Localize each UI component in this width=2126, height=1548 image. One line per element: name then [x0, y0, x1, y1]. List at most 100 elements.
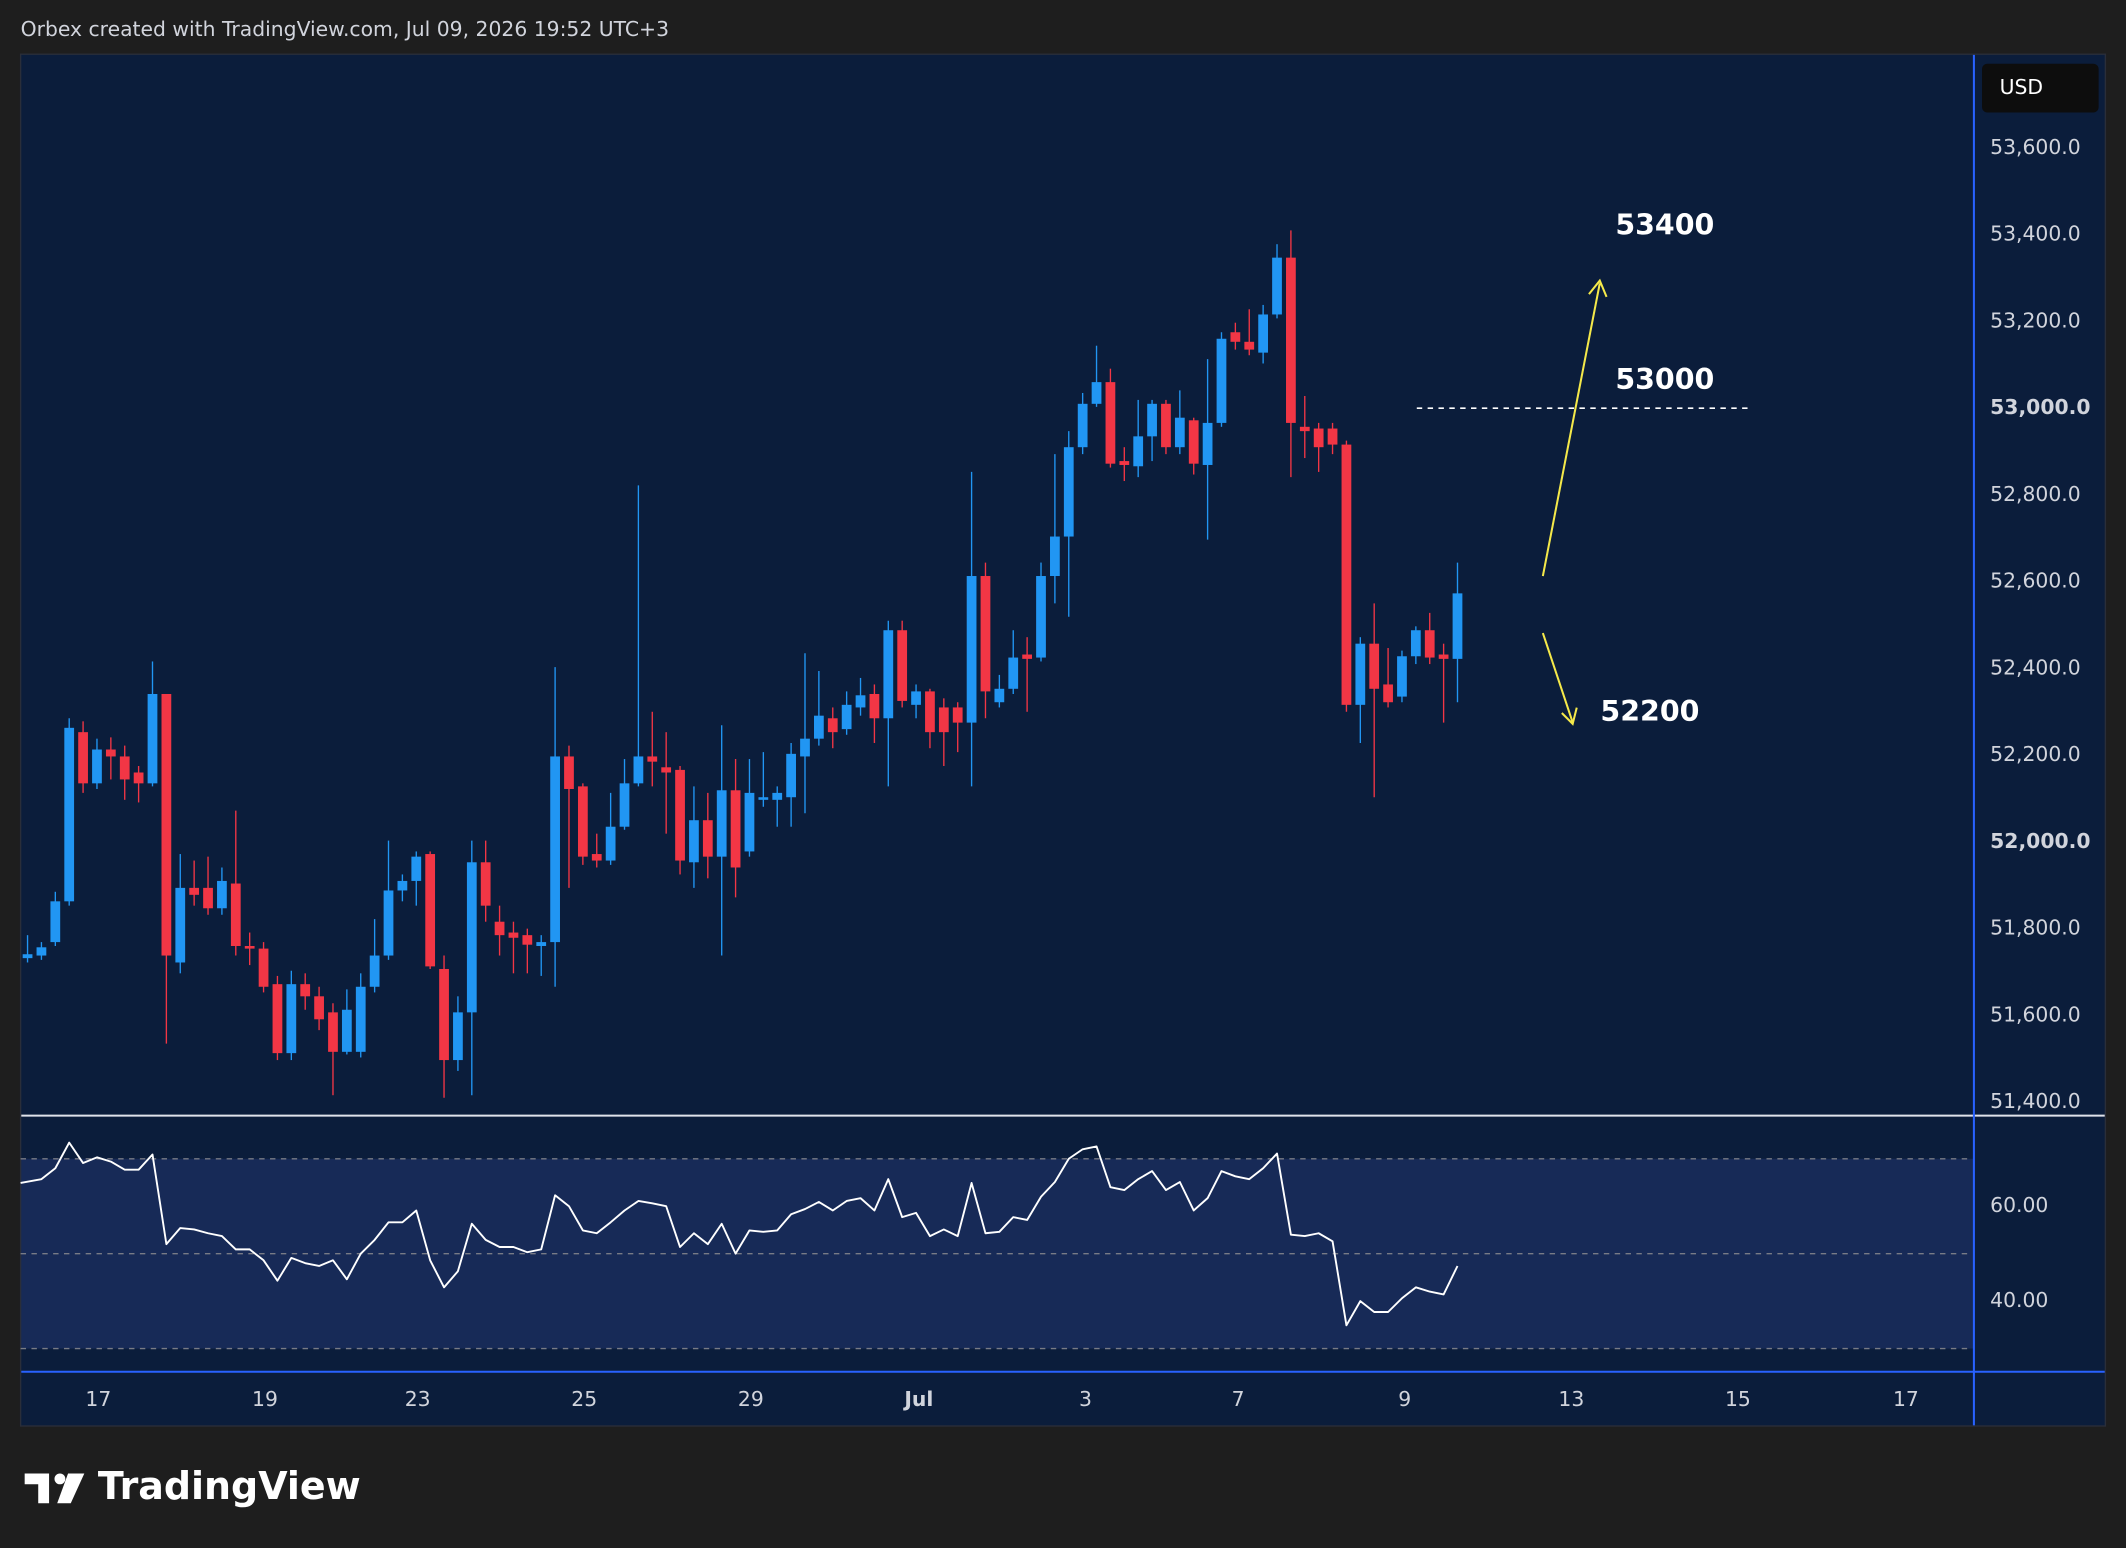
y-tick-label: 52,600.0: [1990, 569, 2081, 593]
candle-body: [22, 954, 33, 959]
candle-body: [1397, 656, 1407, 697]
x-tick-label: 17: [85, 1387, 111, 1411]
arrow: [1541, 632, 1574, 723]
candle-body: [938, 707, 949, 733]
candle-body: [78, 732, 88, 784]
candle-body: [64, 727, 75, 902]
candle-body: [175, 887, 186, 963]
x-tick-label: 17: [1893, 1387, 1919, 1411]
candle-body: [550, 756, 560, 943]
candle-body: [1230, 332, 1241, 342]
candle-body: [744, 792, 755, 852]
currency: USD: [2000, 75, 2043, 99]
arrow: [1541, 283, 1601, 577]
candle-body: [1438, 654, 1449, 659]
candle-body: [133, 772, 144, 784]
candle-body: [1008, 657, 1019, 689]
y-tick-label: 52,200.0: [1990, 742, 2081, 766]
candle-body: [980, 576, 991, 692]
y-tick-label: 51,600.0: [1990, 1002, 2081, 1026]
candle-body: [341, 1009, 352, 1052]
x-tick-label: 15: [1725, 1387, 1751, 1411]
y-tick-label: 51,400.0: [1990, 1089, 2081, 1113]
candle-body: [536, 942, 547, 946]
candle-body: [119, 756, 130, 780]
candle-body: [855, 695, 866, 708]
candle-body: [161, 693, 172, 956]
arrow-head: [1588, 278, 1608, 298]
candle-body: [675, 769, 685, 861]
candle-body: [272, 984, 283, 1054]
candle-body: [869, 693, 880, 719]
annotation: 53400: [1615, 208, 1714, 241]
candle-body: [230, 883, 241, 946]
candle-body: [730, 790, 741, 868]
candle-body: [50, 901, 61, 943]
candle-body: [1410, 630, 1421, 657]
logo-shape: [54, 1473, 66, 1485]
x-tick-label: 29: [738, 1387, 764, 1411]
candle-body: [189, 887, 200, 895]
candle-body: [1188, 420, 1199, 464]
candle-body: [897, 630, 908, 701]
y-tick-label: 52,800.0: [1990, 482, 2081, 506]
candle-body: [466, 862, 477, 1013]
candle-body: [1202, 422, 1213, 465]
arrow-head: [1561, 707, 1578, 726]
y-tick-label: 40.00: [1990, 1288, 2048, 1312]
price-pane: [20, 54, 1974, 1116]
x-tick-label: 13: [1558, 1387, 1584, 1411]
candle-body: [1147, 403, 1157, 437]
candle-body: [1216, 338, 1227, 423]
candle-body: [1133, 436, 1144, 467]
candle-body: [480, 862, 491, 906]
y-tick-label: 60.00: [1990, 1193, 2048, 1217]
candle-body: [786, 753, 796, 798]
candle-body: [841, 704, 852, 730]
candle-body: [328, 1012, 338, 1052]
candle-body: [300, 984, 311, 997]
x-tick-label: 25: [571, 1387, 597, 1411]
candle-body: [508, 932, 519, 938]
frame: [19, 53, 2107, 1427]
candle-body: [1063, 447, 1074, 537]
y-tick-label: 52,400.0: [1990, 655, 2081, 679]
rsi-line: [20, 1141, 1459, 1327]
candle-body: [633, 756, 644, 784]
candle-body: [1036, 576, 1046, 658]
candle-body: [800, 738, 810, 757]
candle-body: [716, 790, 727, 857]
candle-body: [827, 718, 838, 733]
candle-body: [702, 820, 713, 857]
x-tick-label: Jul: [902, 1387, 933, 1411]
candle-body: [397, 880, 408, 891]
candle-body: [105, 749, 116, 757]
candle-body: [355, 986, 366, 1052]
candle-body: [883, 630, 894, 719]
candle-body: [147, 693, 158, 784]
candle-body: [1424, 630, 1435, 658]
logo-shape: [24, 1473, 50, 1504]
time-axis: [20, 1371, 1974, 1427]
x-tick-label: 3: [1079, 1387, 1092, 1411]
candle-body: [258, 948, 269, 987]
candle-body: [994, 688, 1005, 703]
y-tick-label: 53,200.0: [1990, 308, 2081, 332]
candle-body: [1174, 417, 1185, 448]
candle-body: [591, 854, 602, 861]
y-tick-label: 52,000.0: [1990, 829, 2090, 853]
candle-body: [217, 880, 227, 909]
candle-body: [314, 996, 324, 1020]
candle-body: [1077, 403, 1088, 448]
candle-body: [425, 854, 436, 967]
x-tick-label: 19: [252, 1387, 278, 1411]
candle-body: [952, 707, 963, 723]
candle-body: [758, 797, 769, 800]
currency-box[interactable]: [1982, 63, 2099, 113]
candle-body: [1244, 341, 1255, 350]
x-tick-label: 9: [1398, 1387, 1411, 1411]
candle-body: [619, 783, 630, 827]
candle-body: [1105, 382, 1116, 464]
candle-body: [1313, 428, 1324, 448]
